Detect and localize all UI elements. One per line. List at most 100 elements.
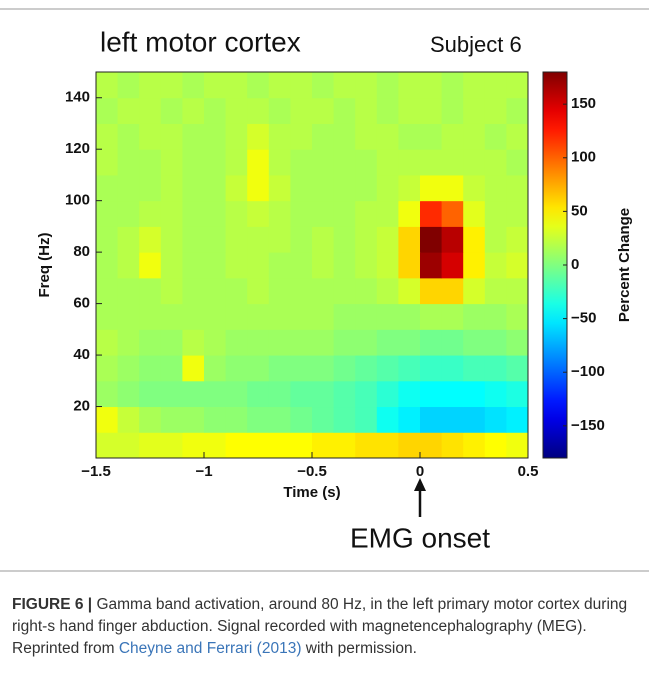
heatmap-cell	[225, 200, 248, 227]
heatmap-cell	[484, 123, 507, 150]
heatmap-cell	[506, 123, 529, 150]
heatmap-cell	[247, 226, 270, 253]
heatmap-cell	[312, 123, 335, 150]
heatmap-cell	[160, 123, 183, 150]
heatmap-cell	[463, 329, 486, 356]
heatmap-cell	[506, 329, 529, 356]
heatmap-cell	[182, 355, 205, 382]
heatmap-cell	[312, 226, 335, 253]
heatmap-cell	[484, 432, 507, 459]
heatmap-cell	[160, 252, 183, 279]
heatmap-cell	[117, 252, 140, 279]
heatmap-cell	[441, 380, 464, 408]
heatmap-cell	[398, 123, 421, 150]
heatmap-cell	[441, 252, 464, 279]
heatmap-cell	[247, 277, 270, 305]
heatmap-cell	[484, 406, 507, 433]
x-tick-label: −1.5	[81, 463, 111, 480]
heatmap-cell	[160, 174, 183, 202]
heatmap-cell	[182, 97, 205, 124]
colorbar-tick-label: 50	[571, 202, 588, 219]
heatmap-cell	[376, 329, 399, 356]
heatmap-cell	[441, 200, 464, 227]
heatmap-cell	[182, 123, 205, 150]
heatmap-cell	[463, 149, 486, 176]
heatmap-cell	[376, 380, 399, 408]
heatmap-cell	[506, 303, 529, 330]
heatmap-cell	[355, 174, 378, 202]
heatmap-cell	[312, 329, 335, 356]
heatmap-cell	[398, 226, 421, 253]
caption-label: FIGURE 6	[12, 596, 84, 613]
heatmap-cell	[117, 174, 140, 202]
heatmap-cell	[484, 329, 507, 356]
heatmap-cell	[290, 174, 313, 202]
caption-link[interactable]: Cheyne and Ferrari (2013)	[118, 640, 302, 657]
heatmap-cell	[376, 303, 399, 330]
heatmap-cell	[420, 200, 443, 227]
colorbar-tick-label: −150	[571, 417, 605, 434]
heatmap	[96, 72, 529, 459]
heatmap-cell	[96, 97, 119, 124]
heatmap-cell	[139, 329, 162, 356]
heatmap-cell	[376, 252, 399, 279]
heatmap-cell	[204, 200, 227, 227]
heatmap-cell	[484, 277, 507, 305]
heatmap-cell	[333, 303, 356, 330]
heatmap-cell	[117, 380, 140, 408]
heatmap-cell	[204, 355, 227, 382]
heatmap-cell	[376, 277, 399, 305]
heatmap-cell	[420, 432, 443, 459]
heatmap-cell	[290, 97, 313, 124]
heatmap-cell	[506, 72, 529, 99]
heatmap-cell	[160, 149, 183, 176]
y-tick-label: 20	[73, 398, 90, 415]
heatmap-cell	[484, 355, 507, 382]
heatmap-cell	[333, 97, 356, 124]
heatmap-cell	[484, 149, 507, 176]
heatmap-cell	[247, 123, 270, 150]
heatmap-cell	[420, 72, 443, 99]
heatmap-cell	[463, 200, 486, 227]
heatmap-cell	[160, 226, 183, 253]
heatmap-cell	[441, 329, 464, 356]
heatmap-cell	[355, 226, 378, 253]
y-axis-label: Freq (Hz)	[36, 233, 53, 298]
heatmap-cell	[333, 432, 356, 459]
heatmap-cell	[506, 355, 529, 382]
colorbar-label: Percent Change	[616, 208, 633, 322]
heatmap-cell	[96, 252, 119, 279]
heatmap-cell	[441, 97, 464, 124]
heatmap-cell	[268, 72, 291, 99]
heatmap-cell	[484, 72, 507, 99]
heatmap-cell	[96, 226, 119, 253]
heatmap-cell	[420, 252, 443, 279]
heatmap-cell	[204, 174, 227, 202]
heatmap-cell	[96, 72, 119, 99]
heatmap-cell	[139, 72, 162, 99]
heatmap-cell	[204, 432, 227, 459]
heatmap-cell	[506, 380, 529, 408]
heatmap-cell	[355, 406, 378, 433]
heatmap-cell	[268, 200, 291, 227]
heatmap-cell	[463, 432, 486, 459]
heatmap-cell	[268, 123, 291, 150]
heatmap-cell	[139, 355, 162, 382]
heatmap-cell	[506, 174, 529, 202]
heatmap-cell	[333, 380, 356, 408]
heatmap-cell	[398, 174, 421, 202]
chart-title: left motor cortex	[100, 26, 301, 57]
heatmap-cell	[312, 406, 335, 433]
heatmap-cell	[290, 72, 313, 99]
heatmap-cell	[225, 355, 248, 382]
heatmap-cell	[225, 123, 248, 150]
y-tick-label: 140	[65, 89, 90, 106]
heatmap-cell	[96, 200, 119, 227]
heatmap-cell	[225, 277, 248, 305]
heatmap-cell	[268, 406, 291, 433]
heatmap-cell	[268, 355, 291, 382]
heatmap-cell	[333, 174, 356, 202]
heatmap-cell	[376, 200, 399, 227]
caption: FIGURE 6 | Gamma band activation, around…	[12, 594, 637, 660]
heatmap-cell	[225, 72, 248, 99]
